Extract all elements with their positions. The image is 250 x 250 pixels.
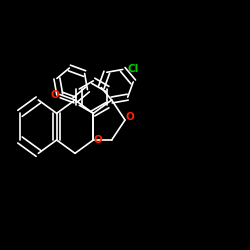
- Text: Cl: Cl: [128, 64, 139, 74]
- Text: O: O: [126, 112, 134, 122]
- Text: O: O: [94, 135, 103, 145]
- Text: O: O: [50, 90, 59, 100]
